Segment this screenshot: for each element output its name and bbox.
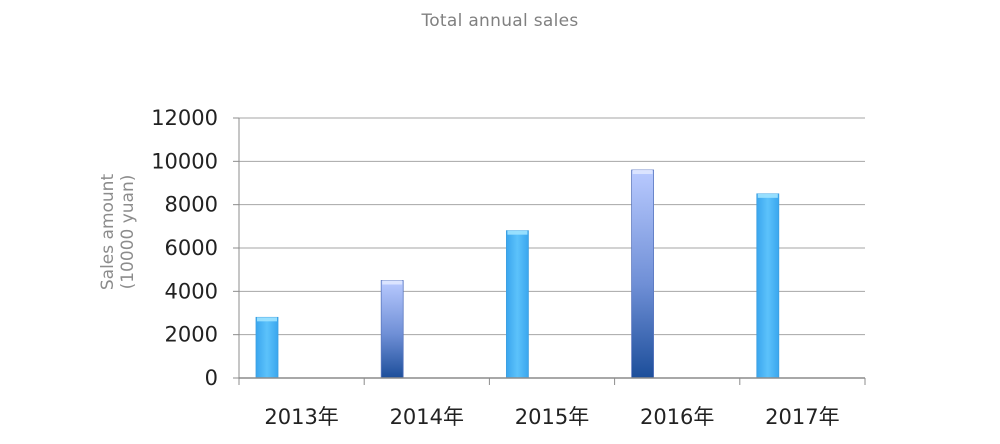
bar — [631, 169, 654, 379]
bar — [756, 193, 780, 379]
bar — [505, 230, 529, 379]
bar — [380, 280, 404, 379]
y-axis-label: Sales amount(10000 yuan) — [98, 174, 138, 291]
x-tick-label: 2014年 — [390, 405, 464, 429]
x-tick-labels: 2013年 2014年 2015年 2016年 2017年 — [264, 405, 839, 429]
x-tick-label: 2016年 — [640, 405, 714, 429]
x-tick-label: 2015年 — [515, 405, 589, 429]
y-tick-label: 2000 — [165, 323, 218, 347]
y-tick-label: 4000 — [165, 279, 218, 303]
bar-cap — [382, 280, 403, 285]
x-tick-label: 2013年 — [264, 405, 338, 429]
bar-cap — [757, 193, 778, 198]
bar-body — [756, 193, 780, 379]
x-tick-label: 2017年 — [765, 405, 839, 429]
bar-body — [255, 316, 279, 379]
bar-body — [505, 230, 529, 379]
y-tick-labels: 0 2000 4000 6000 8000 10000 12000 — [151, 106, 239, 390]
bar-cap — [507, 230, 528, 235]
y-tick-label: 10000 — [151, 149, 218, 173]
y-tick-label: 8000 — [165, 193, 218, 217]
y-tick-label: 6000 — [165, 236, 218, 260]
bar-cap — [632, 170, 653, 174]
chart-title: Total annual sales — [421, 11, 579, 31]
bar-body — [380, 280, 404, 379]
y-tick-label: 12000 — [151, 106, 218, 130]
bar-body — [631, 169, 654, 379]
bars — [255, 169, 780, 379]
y-tick-label: 0 — [205, 366, 218, 390]
bar — [255, 316, 279, 379]
bar-cap — [257, 317, 277, 322]
